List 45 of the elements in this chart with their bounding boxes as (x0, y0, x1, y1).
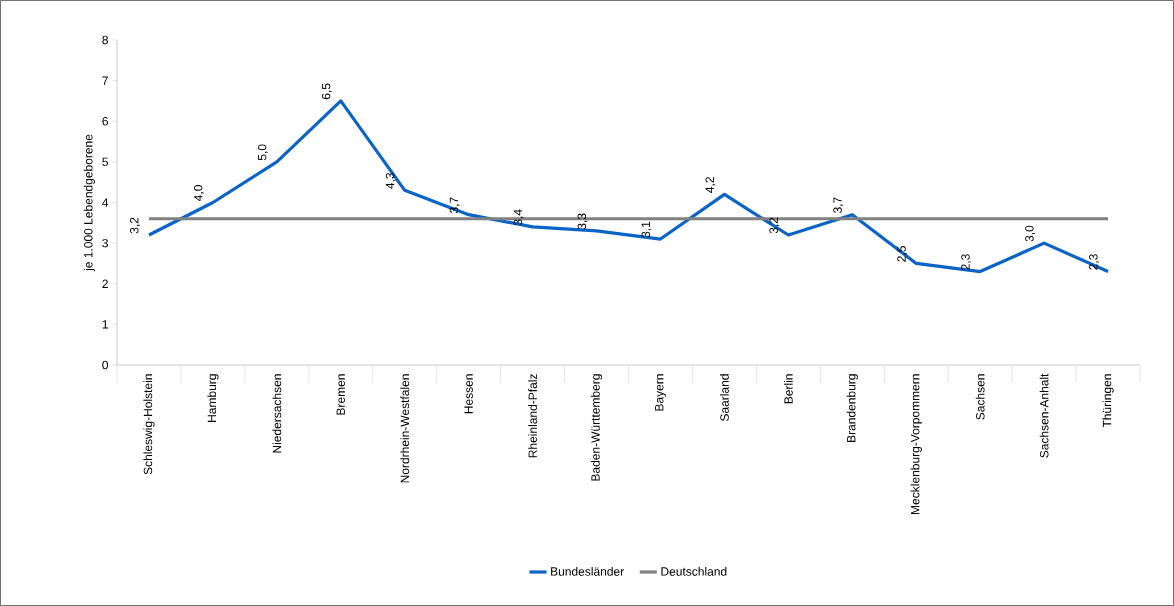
x-tick-label: Hessen (464, 374, 473, 414)
y-tick-label: 2 (102, 279, 108, 288)
y-tick-label: 0 (102, 360, 109, 370)
x-tick-label: Baden-Württemberg (590, 374, 603, 481)
x-tick-label: Berlin (783, 374, 793, 404)
data-label: 2,3 (1089, 254, 1099, 270)
x-tick-label: Nordrhein-Westfalen (400, 374, 410, 483)
x-tick-label: Brandenburg (846, 374, 858, 442)
x-tick-label: Hamburg (207, 374, 219, 422)
y-tick-label: 5 (102, 157, 108, 167)
data-label: 4,0 (193, 185, 204, 202)
y-tick-label: 6 (102, 117, 108, 126)
legend-label: Deutschland (661, 566, 727, 576)
data-label: 2,5 (897, 246, 908, 262)
data-label: 4,2 (705, 177, 716, 193)
data-label: 3,7 (833, 197, 844, 214)
data-label: 3,7 (449, 197, 460, 214)
data-label: 5,0 (257, 144, 268, 161)
y-tick-label: 7 (102, 76, 108, 85)
data-label: 3,1 (641, 221, 652, 238)
x-tick-label: Saarland (720, 374, 729, 422)
x-tick-label: Sachsen-Anhalt (1039, 373, 1049, 458)
data-label: 3,2 (769, 217, 780, 234)
y-axis-title: je 1.000 Lebendgeborene (83, 134, 95, 272)
data-label: 3,2 (130, 217, 140, 234)
data-label: 4,3 (385, 172, 396, 189)
x-tick-label: Sachsen (975, 374, 985, 420)
legend-label: Bundesländer (551, 566, 624, 576)
data-label: 3,4 (513, 209, 524, 226)
data-label: 3,0 (1025, 225, 1036, 242)
data-label: 2,3 (961, 254, 972, 270)
x-tick-label: Bayern (655, 374, 666, 411)
line-series (147, 99, 1110, 274)
y-tick-label: 4 (102, 198, 109, 207)
x-tick-label: Rheinland-Pfalz (528, 374, 537, 458)
y-tick-label: 8 (102, 35, 108, 45)
x-tick-label: Mecklenburg-Vorpommern (910, 374, 922, 514)
x-tick-label: Niedersachsen (272, 374, 282, 453)
y-tick-label: 3 (102, 238, 108, 248)
data-label: 3,3 (577, 213, 588, 230)
x-tick-label: Schleswig-Holstein (143, 374, 155, 475)
y-tick-label: 1 (102, 320, 108, 329)
x-tick-label: Thüringen (1102, 374, 1114, 428)
x-tick-label: Bremen (336, 374, 345, 415)
data-label: 6,5 (321, 83, 332, 100)
